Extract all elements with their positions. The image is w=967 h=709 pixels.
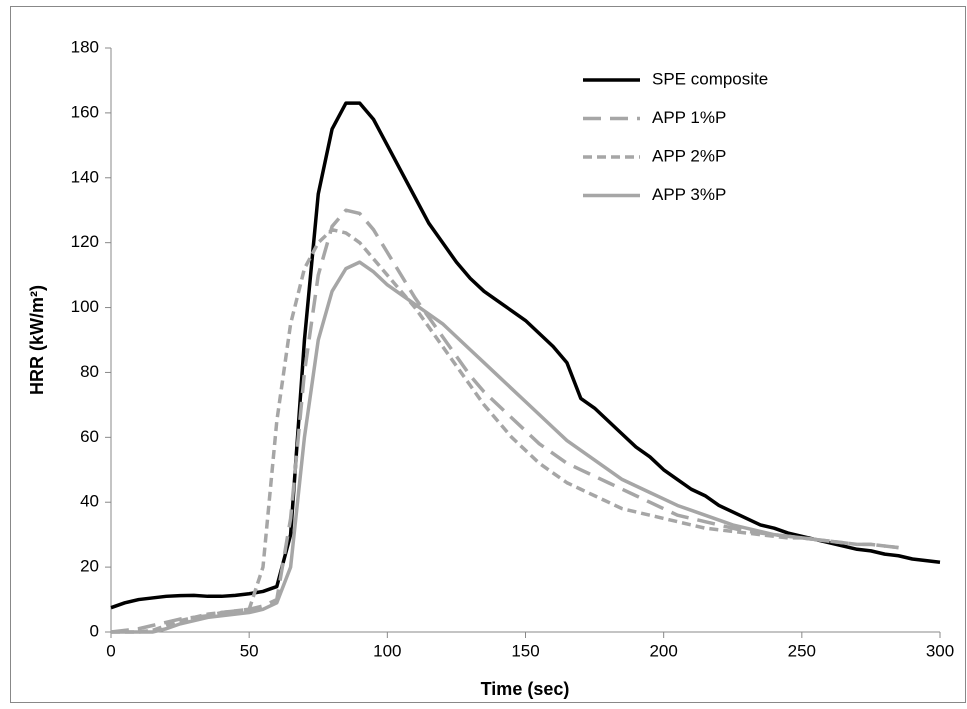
series-line: [111, 260, 830, 634]
legend-label: APP 3%P: [652, 185, 726, 204]
x-axis-title: Time (sec): [481, 679, 570, 699]
y-axis-title: HRR (kW/m²): [27, 285, 47, 395]
y-tick-label: 20: [80, 557, 99, 576]
x-tick-label: 150: [511, 641, 539, 660]
y-tick-label: 0: [90, 621, 99, 640]
legend-label: APP 1%P: [652, 108, 726, 127]
y-tick-label: 180: [71, 37, 99, 56]
x-tick-label: 200: [649, 641, 677, 660]
chart-frame: [10, 6, 966, 703]
x-tick-label: 50: [240, 641, 259, 660]
y-tick-label: 80: [80, 362, 99, 381]
x-tick-label: 300: [926, 641, 954, 660]
legend-label: SPE composite: [652, 69, 768, 88]
y-tick-label: 40: [80, 492, 99, 511]
y-tick-label: 60: [80, 427, 99, 446]
legend-label: APP 2%P: [652, 146, 726, 165]
series-line: [111, 227, 899, 634]
x-tick-label: 250: [788, 641, 816, 660]
y-tick-label: 100: [71, 297, 99, 316]
y-tick-label: 120: [71, 232, 99, 251]
y-tick-label: 160: [71, 102, 99, 121]
x-tick-label: 100: [373, 641, 401, 660]
y-tick-label: 140: [71, 167, 99, 186]
x-tick-label: 0: [106, 641, 115, 660]
